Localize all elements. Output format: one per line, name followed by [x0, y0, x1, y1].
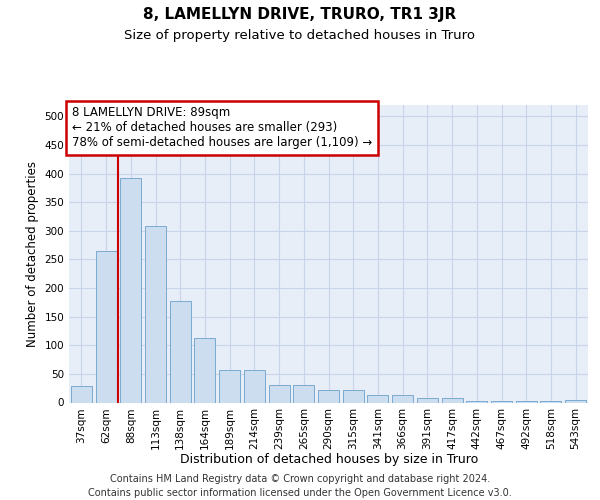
Text: 8 LAMELLYN DRIVE: 89sqm
← 21% of detached houses are smaller (293)
78% of semi-d: 8 LAMELLYN DRIVE: 89sqm ← 21% of detache… — [71, 106, 372, 150]
Bar — [71, 386, 92, 402]
Bar — [219, 370, 240, 402]
Bar — [194, 338, 215, 402]
Bar — [170, 300, 191, 402]
Bar — [417, 398, 438, 402]
Bar — [343, 390, 364, 402]
Y-axis label: Number of detached properties: Number of detached properties — [26, 161, 39, 347]
Text: Size of property relative to detached houses in Truro: Size of property relative to detached ho… — [125, 29, 476, 42]
Bar — [293, 386, 314, 402]
Bar — [318, 390, 339, 402]
Text: Distribution of detached houses by size in Truro: Distribution of detached houses by size … — [179, 452, 478, 466]
Text: Contains HM Land Registry data © Crown copyright and database right 2024.
Contai: Contains HM Land Registry data © Crown c… — [88, 474, 512, 498]
Bar — [95, 251, 116, 402]
Bar — [120, 178, 141, 402]
Bar — [244, 370, 265, 402]
Bar — [466, 401, 487, 402]
Text: 8, LAMELLYN DRIVE, TRURO, TR1 3JR: 8, LAMELLYN DRIVE, TRURO, TR1 3JR — [143, 8, 457, 22]
Bar — [392, 395, 413, 402]
Bar — [145, 226, 166, 402]
Bar — [565, 400, 586, 402]
Bar — [442, 398, 463, 402]
Bar — [367, 395, 388, 402]
Bar — [491, 401, 512, 402]
Bar — [269, 386, 290, 402]
